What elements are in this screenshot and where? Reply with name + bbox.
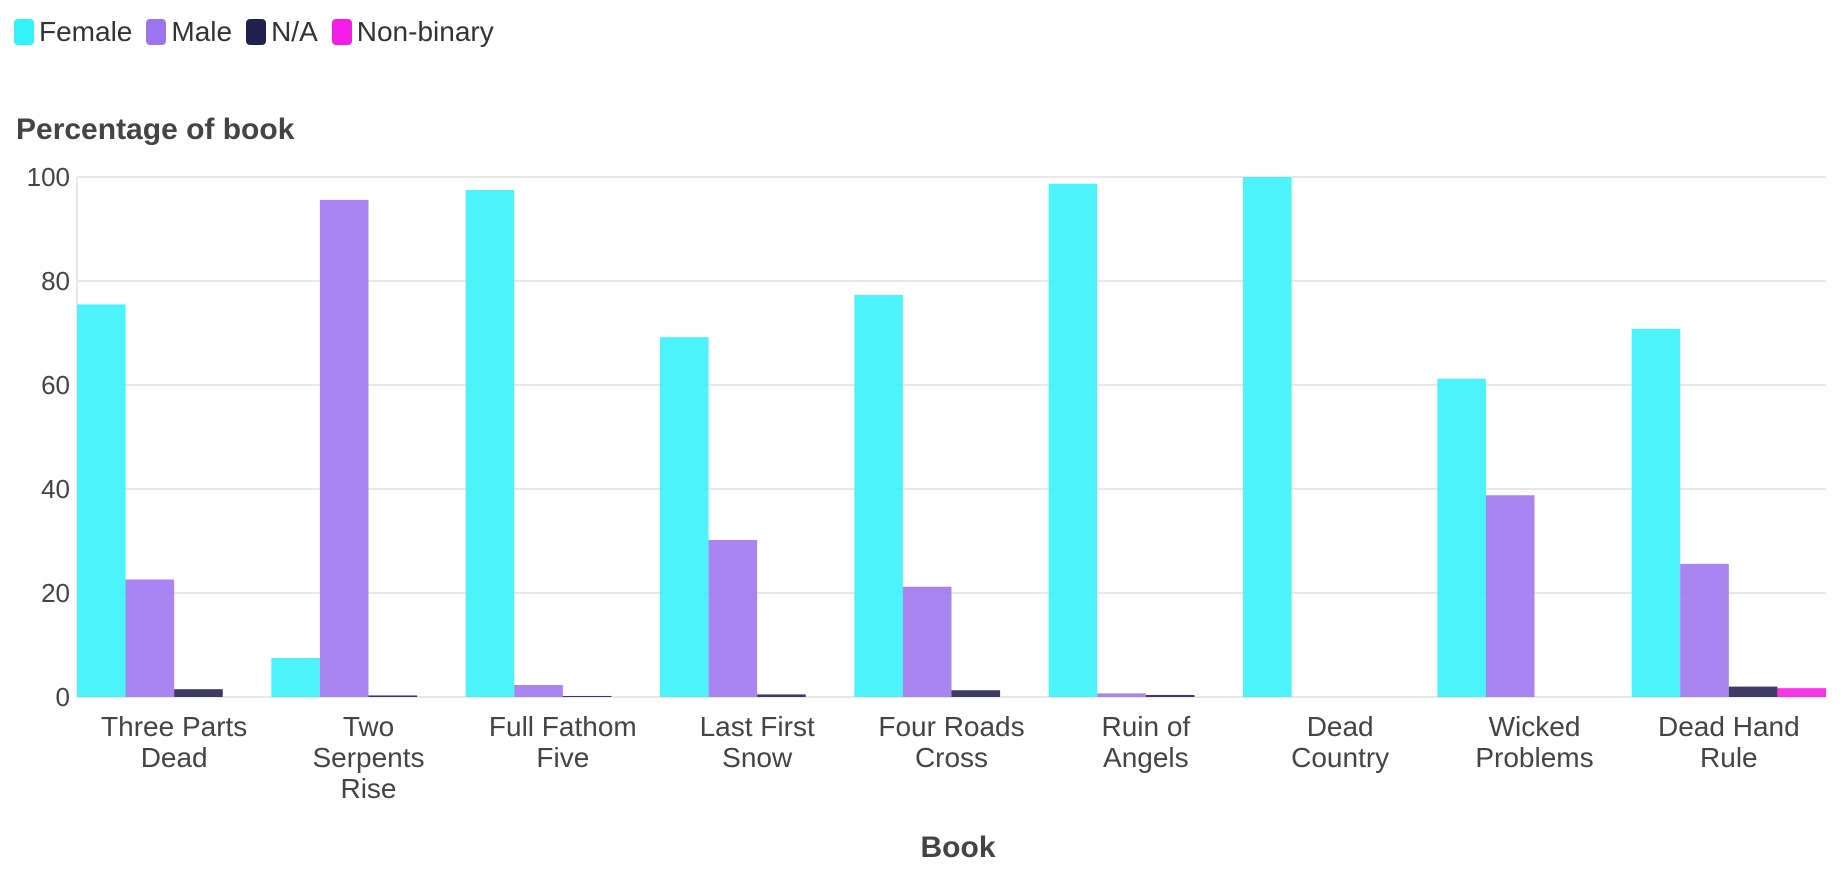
legend-swatch [14, 19, 34, 45]
bar-n-a[interactable] [1145, 694, 1195, 697]
legend-label: Male [171, 16, 233, 47]
y-tick-label: 100 [27, 162, 70, 192]
y-tick-label: 80 [41, 266, 70, 296]
x-tick-label-line: Three Parts [101, 711, 247, 742]
bar-male[interactable] [514, 685, 563, 697]
bar-n-a[interactable] [951, 690, 1001, 697]
x-tick-label: Four Roads Cross [878, 711, 1024, 773]
x-tick-label: Dead Hand Rule [1658, 711, 1800, 773]
x-tick-label-line: Wicked [1489, 711, 1581, 742]
bar-female[interactable] [854, 295, 903, 697]
x-tick-label: Dead Country [1291, 711, 1389, 773]
x-tick-label-line: Four Roads [878, 711, 1024, 742]
x-tick-label-line: Country [1291, 742, 1389, 773]
y-tick-label: 0 [56, 682, 70, 712]
bar-female[interactable] [660, 337, 709, 697]
bar-female[interactable] [1631, 328, 1681, 697]
x-tick-label: Ruin of Angels [1101, 711, 1190, 773]
x-tick-label-line: Dead [141, 742, 208, 773]
y-axis-ticks: 0 20 40 60 80 100 [27, 162, 70, 712]
bar-male[interactable] [708, 539, 758, 697]
y-tick-label: 20 [41, 578, 70, 608]
legend-swatch [331, 19, 352, 45]
bar-male[interactable] [1097, 693, 1146, 697]
x-tick-label-line: Serpents [312, 742, 424, 773]
bar-n-a[interactable] [1728, 686, 1778, 697]
x-tick-label: Two Serpents Rise [312, 711, 424, 804]
x-tick-label-line: Ruin of [1101, 711, 1190, 742]
x-tick-label-line: Two [343, 711, 394, 742]
bars [77, 177, 1826, 697]
bar-non-binary[interactable] [1777, 688, 1826, 697]
legend-item-female[interactable]: Female [14, 16, 132, 48]
bar-male[interactable] [319, 199, 369, 697]
x-tick-label-line: Problems [1475, 742, 1593, 773]
x-tick-label-line: Snow [722, 742, 793, 773]
bar-female[interactable] [1048, 183, 1098, 697]
bar-female[interactable] [1437, 378, 1486, 697]
x-tick-label-line: Dead Hand [1658, 711, 1800, 742]
x-tick-label-line: Rise [340, 773, 396, 804]
x-tick-label: Wicked Problems [1475, 711, 1593, 773]
y-axis-title: Percentage of book [16, 113, 295, 146]
chart-legend: Female Male N/A Non-binary [14, 16, 508, 48]
legend-label: N/A [271, 16, 318, 47]
bar-male[interactable] [125, 579, 175, 697]
x-tick-label-line: Dead [1307, 711, 1374, 742]
bar-n-a[interactable] [174, 689, 223, 697]
x-tick-label: Full Fathom Five [489, 711, 637, 773]
x-tick-label-line: Angels [1103, 742, 1189, 773]
legend-item-n-a[interactable]: N/A [246, 16, 318, 48]
x-tick-label-line: Five [536, 742, 589, 773]
x-tick-label-line: Rule [1700, 742, 1758, 773]
x-tick-label: Last First Snow [700, 711, 815, 773]
legend-swatch [246, 19, 267, 45]
y-tick-label: 40 [41, 474, 70, 504]
legend-label: Non-binary [356, 16, 494, 47]
x-tick-label: Three Parts Dead [101, 711, 247, 773]
x-tick-label-line: Last First [700, 711, 815, 742]
legend-item-male[interactable]: Male [146, 16, 232, 48]
x-tick-label-line: Full Fathom [489, 711, 637, 742]
bar-female[interactable] [1243, 177, 1292, 697]
x-axis-title: Book [921, 831, 996, 864]
legend-label: Female [39, 16, 133, 47]
x-tick-label-line: Cross [915, 742, 988, 773]
bar-female[interactable] [465, 190, 515, 697]
y-tick-label: 60 [41, 370, 70, 400]
bar-n-a[interactable] [368, 695, 418, 697]
legend-swatch [146, 19, 167, 45]
bar-male[interactable] [902, 586, 952, 697]
bar-n-a[interactable] [757, 694, 806, 697]
bar-n-a[interactable] [562, 695, 612, 697]
bar-male[interactable] [1485, 495, 1535, 697]
bar-female[interactable] [77, 304, 126, 697]
legend-item-non-binary[interactable]: Non-binary [331, 16, 494, 48]
bar-female[interactable] [271, 658, 320, 697]
bar-male[interactable] [1680, 563, 1729, 697]
